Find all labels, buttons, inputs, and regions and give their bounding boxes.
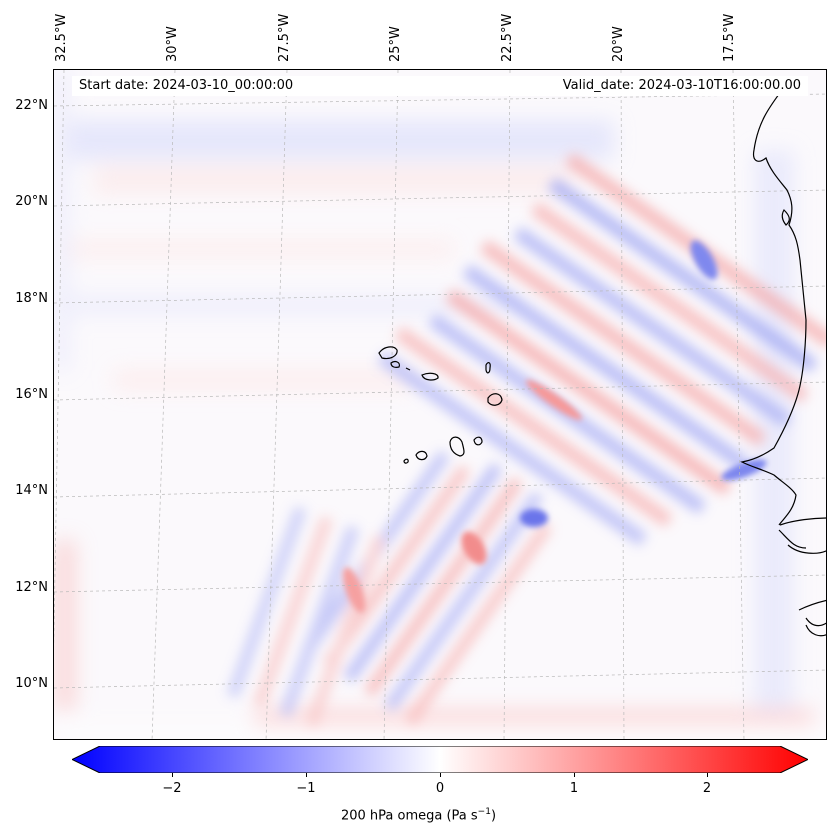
lon-label: 25°W xyxy=(388,26,403,62)
colorbar-tickmark xyxy=(574,773,575,777)
lat-label: 14°N xyxy=(15,483,48,498)
colorbar-tick-label: 2 xyxy=(702,781,712,796)
lat-label: 16°N xyxy=(15,387,48,402)
lat-label: 18°N xyxy=(15,291,48,306)
colorbar-tickmark xyxy=(172,773,173,777)
lon-label: 20°W xyxy=(611,26,626,62)
colorbar-label-sup: −1 xyxy=(477,807,491,817)
colorbar-label: 200 hPa omega (Pa s−1) xyxy=(0,807,837,823)
colorbar-tickmark xyxy=(707,773,708,777)
colorbar-label-text: 200 hPa omega (Pa s xyxy=(340,808,478,824)
colorbar-tick-label: −2 xyxy=(162,781,182,796)
date-info-bar: Start date: 2024-03-10_00:00:00 Valid_da… xyxy=(72,76,808,96)
start-date-label: Start date: 2024-03-10_00:00:00 xyxy=(79,78,294,93)
valid-date-label: Valid_date: 2024-03-10T16:00:00.00 xyxy=(562,78,801,93)
islands xyxy=(378,346,503,464)
colorbar-tick-label: −1 xyxy=(296,781,316,796)
lat-label: 22°N xyxy=(15,98,48,113)
colorbar-tick-label: 1 xyxy=(569,781,579,796)
omega-field xyxy=(54,70,826,739)
colorbar xyxy=(72,746,808,773)
graticule xyxy=(54,70,826,739)
colorbar-label-end: ) xyxy=(490,808,497,824)
colorbar-tickmark xyxy=(440,773,441,777)
lon-label: 30°W xyxy=(165,26,180,62)
lon-label: 32.5°W xyxy=(54,13,69,62)
lon-label: 17.5°W xyxy=(722,13,737,62)
colorbar-gradient xyxy=(72,746,808,773)
map-panel xyxy=(53,69,827,740)
lon-label: 27.5°W xyxy=(277,13,292,62)
lat-label: 20°N xyxy=(15,194,48,209)
lon-label: 22.5°W xyxy=(500,13,515,62)
colorbar-tickmark xyxy=(306,773,307,777)
coastline xyxy=(740,79,826,637)
colorbar-tick-label: 0 xyxy=(435,781,445,796)
lat-label: 12°N xyxy=(15,580,48,595)
lat-label: 10°N xyxy=(15,676,48,691)
